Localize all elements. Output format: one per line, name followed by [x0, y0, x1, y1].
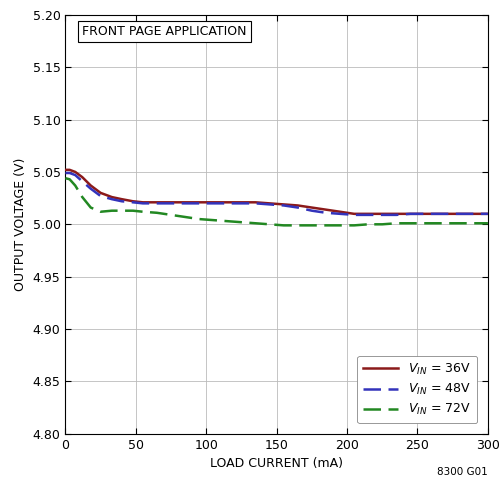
- Legend: $V_{IN}$ = 36V, $V_{IN}$ = 48V, $V_{IN}$ = 72V: $V_{IN}$ = 36V, $V_{IN}$ = 48V, $V_{IN}$…: [357, 355, 477, 423]
- Y-axis label: OUTPUT VOLTAGE (V): OUTPUT VOLTAGE (V): [14, 158, 27, 291]
- X-axis label: LOAD CURRENT (mA): LOAD CURRENT (mA): [210, 457, 343, 470]
- Text: FRONT PAGE APPLICATION: FRONT PAGE APPLICATION: [82, 25, 247, 38]
- Text: 8300 G01: 8300 G01: [437, 467, 488, 477]
